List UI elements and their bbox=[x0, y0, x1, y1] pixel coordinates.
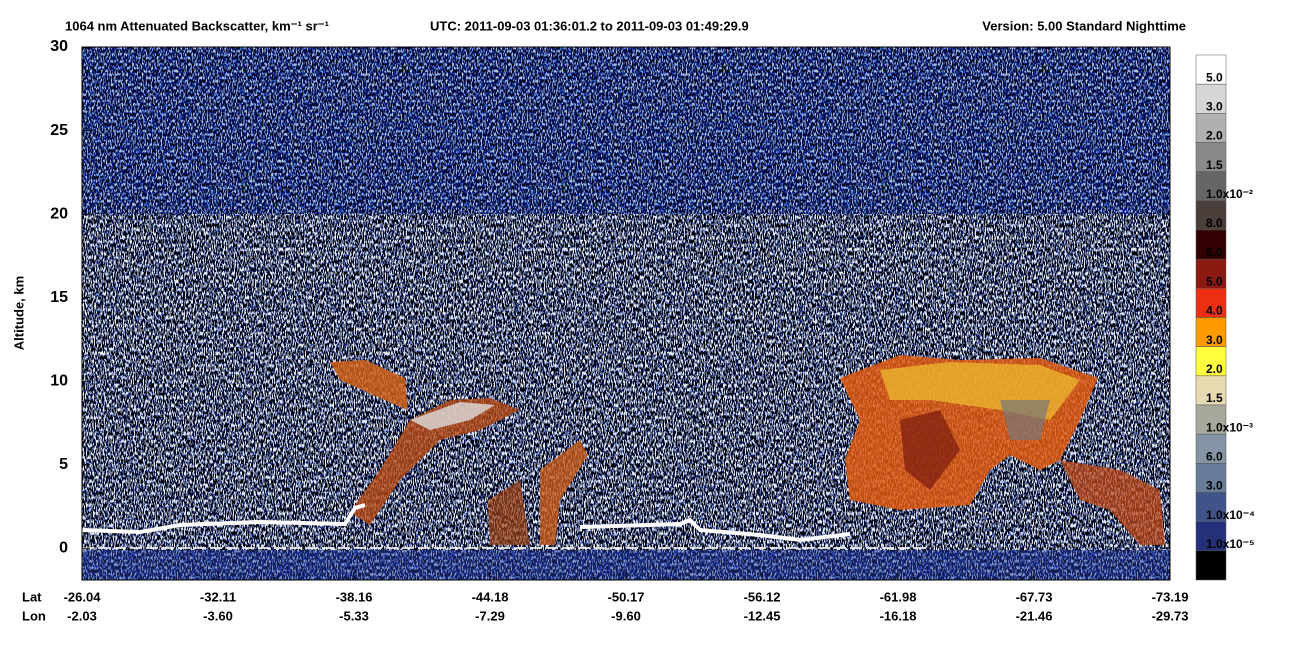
x-tick-label: -2.03 bbox=[67, 608, 97, 623]
plot-image bbox=[81, 46, 1171, 581]
colorbar-swatch bbox=[1195, 83, 1227, 114]
x-tick-label: -32.11 bbox=[200, 589, 236, 604]
x-row-label: Lat bbox=[22, 589, 42, 604]
x-tick-label: -44.18 bbox=[472, 589, 509, 604]
x-tick-label: -61.98 bbox=[880, 589, 917, 604]
y-tick-label: 5 bbox=[59, 456, 68, 473]
x-tick-label: -9.60 bbox=[611, 608, 641, 623]
colorbar-label: 6.0 bbox=[1206, 450, 1223, 464]
colorbar-swatch bbox=[1195, 142, 1227, 172]
x-tick-label: -21.46 bbox=[1016, 608, 1053, 623]
colorbar-swatch bbox=[1195, 550, 1227, 581]
x-tick-label: -56.12 bbox=[744, 589, 781, 604]
colorbar-swatch bbox=[1195, 229, 1227, 260]
x-tick-label: -29.73 bbox=[1152, 608, 1189, 623]
colorbar-label: 3.0 bbox=[1206, 479, 1223, 493]
colorbar-swatch bbox=[1195, 317, 1227, 347]
y-tick-label: 30 bbox=[50, 38, 68, 55]
colorbar-label: 5.0 bbox=[1206, 70, 1223, 84]
x-tick-label: -7.29 bbox=[475, 608, 505, 623]
colorbar-label: 1.5 bbox=[1206, 158, 1223, 172]
colorbar-swatch bbox=[1195, 433, 1227, 464]
colorbar-label: 2.0 bbox=[1206, 129, 1223, 143]
x-tick-label: -16.18 bbox=[880, 608, 917, 623]
x-tick-label: -50.17 bbox=[608, 589, 645, 604]
y-tick-label: 25 bbox=[50, 122, 68, 139]
version-label: Version: 5.00 Standard Nighttime bbox=[982, 18, 1186, 33]
colorbar-swatch bbox=[1195, 171, 1227, 202]
y-tick-label: 15 bbox=[50, 289, 68, 306]
y-tick-label: 10 bbox=[50, 372, 68, 389]
colorbar-label: 1.0x10⁻³ bbox=[1206, 420, 1253, 434]
colorbar-swatch bbox=[1195, 521, 1227, 552]
y-axis-label: Altitude, km bbox=[11, 276, 26, 350]
colorbar-swatch bbox=[1195, 404, 1227, 435]
x-tick-label: -26.04 bbox=[64, 589, 102, 604]
x-tick-label: -73.19 bbox=[1152, 589, 1189, 604]
colorbar-swatch bbox=[1195, 288, 1227, 318]
colorbar-label: 1.0x10⁻² bbox=[1206, 187, 1253, 201]
colorbar-swatch bbox=[1195, 346, 1227, 377]
colorbar-swatch bbox=[1195, 54, 1227, 85]
colorbar-label: 3.0 bbox=[1206, 333, 1223, 347]
colorbar-label: 1.5 bbox=[1206, 391, 1223, 405]
y-tick-label: 20 bbox=[50, 205, 68, 222]
x-tick-label: -67.73 bbox=[1016, 589, 1053, 604]
colorbar-label: 2.0 bbox=[1206, 362, 1223, 376]
x-tick-label: -3.60 bbox=[203, 608, 233, 623]
x-tick-label: -5.33 bbox=[339, 608, 369, 623]
colorbar-label: 1.0x10⁻⁵ bbox=[1206, 537, 1255, 551]
x-tick-label: -12.45 bbox=[744, 608, 781, 623]
colorbar-swatch bbox=[1195, 258, 1227, 289]
x-row-label: Lon bbox=[22, 608, 46, 623]
y-tick-label: 0 bbox=[59, 539, 68, 556]
colorbar-swatch bbox=[1195, 492, 1227, 522]
colorbar-label: 8.0 bbox=[1206, 216, 1223, 230]
colorbar-label: 6.0 bbox=[1206, 245, 1223, 259]
colorbar-swatch bbox=[1195, 375, 1227, 406]
colorbar-label: 1.0x10⁻⁴ bbox=[1206, 508, 1255, 522]
colorbar-swatch bbox=[1195, 113, 1227, 143]
colorbar-label: 3.0 bbox=[1206, 100, 1223, 114]
x-tick-label: -38.16 bbox=[336, 589, 373, 604]
chart-title: 1064 nm Attenuated Backscatter, km⁻¹ sr⁻… bbox=[65, 18, 329, 33]
colorbar-label: 4.0 bbox=[1206, 304, 1223, 318]
colorbar-swatch bbox=[1195, 463, 1227, 493]
colorbar-label: 5.0 bbox=[1206, 275, 1223, 289]
colorbar-swatch bbox=[1195, 200, 1227, 231]
chart-subtitle: UTC: 2011-09-03 01:36:01.2 to 2011-09-03… bbox=[430, 18, 749, 33]
